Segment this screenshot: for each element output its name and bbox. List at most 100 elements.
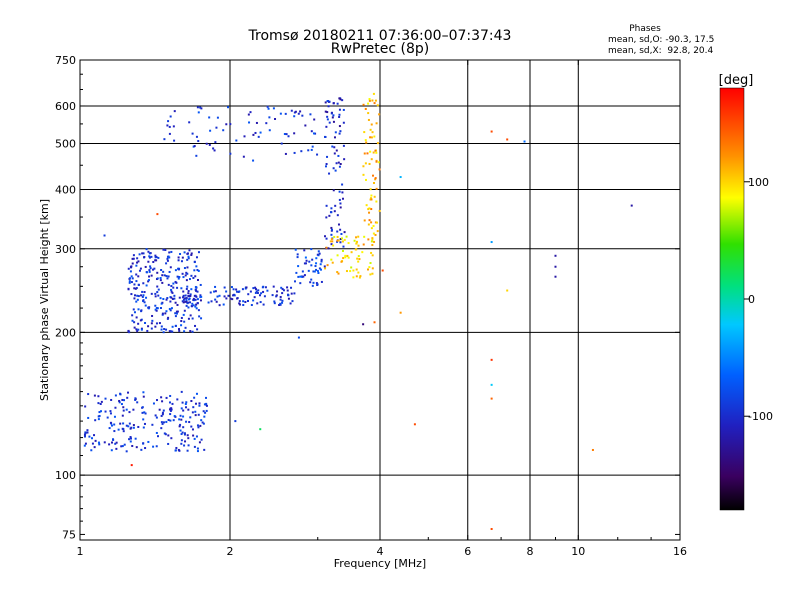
data-point xyxy=(344,254,347,257)
data-point xyxy=(523,140,526,143)
plot-area: 1 2 4 6 8 10 16 75 100 200 300 400 500 600 750 xyxy=(55,54,687,558)
data-point xyxy=(370,240,373,243)
data-point xyxy=(338,198,341,201)
data-point xyxy=(236,297,239,300)
data-point xyxy=(176,303,179,306)
data-point xyxy=(131,319,134,322)
data-point xyxy=(194,294,197,297)
data-point xyxy=(310,264,313,267)
data-point xyxy=(174,312,177,315)
data-point xyxy=(273,300,276,303)
data-point xyxy=(131,277,134,280)
data-point xyxy=(98,414,101,417)
data-point xyxy=(200,295,203,298)
data-point xyxy=(198,315,201,318)
data-point xyxy=(332,102,335,105)
data-point xyxy=(194,414,197,417)
data-point xyxy=(214,298,217,301)
data-point xyxy=(368,219,371,222)
data-point xyxy=(196,424,199,427)
data-point xyxy=(289,302,292,305)
data-point xyxy=(170,307,173,310)
data-point xyxy=(286,293,289,296)
data-point xyxy=(339,98,342,101)
data-point xyxy=(249,290,252,293)
data-point xyxy=(141,252,144,255)
data-point xyxy=(154,325,157,328)
data-point xyxy=(343,158,346,161)
data-point xyxy=(378,209,381,212)
data-point xyxy=(108,443,111,446)
data-point xyxy=(336,271,339,274)
data-point xyxy=(215,126,218,129)
data-point xyxy=(317,271,320,274)
data-point xyxy=(185,287,188,290)
data-point xyxy=(344,256,347,259)
data-point xyxy=(198,441,201,444)
data-point xyxy=(165,298,168,301)
data-point xyxy=(191,317,194,320)
data-point xyxy=(165,310,168,313)
data-point xyxy=(144,304,147,307)
data-point xyxy=(377,161,380,164)
data-point xyxy=(180,439,183,442)
data-point xyxy=(376,142,379,145)
data-point xyxy=(187,408,190,411)
data-point xyxy=(194,285,197,288)
data-point xyxy=(353,239,356,242)
data-point xyxy=(132,426,135,429)
data-point xyxy=(155,309,158,312)
data-point xyxy=(166,277,169,280)
data-point xyxy=(113,423,116,426)
data-point xyxy=(200,438,203,441)
data-point xyxy=(162,409,165,412)
data-point xyxy=(370,227,373,230)
data-point xyxy=(93,446,96,449)
data-point xyxy=(118,401,121,404)
data-point xyxy=(197,309,200,312)
data-point xyxy=(375,160,378,163)
data-point xyxy=(293,132,296,135)
data-point xyxy=(336,230,339,233)
data-point xyxy=(330,233,333,236)
data-point xyxy=(591,448,594,451)
data-point xyxy=(114,406,117,409)
data-point xyxy=(150,292,153,295)
data-point xyxy=(350,266,353,269)
data-point xyxy=(158,408,161,411)
data-point xyxy=(287,297,290,300)
data-point xyxy=(369,273,372,276)
data-point xyxy=(252,287,255,290)
data-point xyxy=(122,430,125,433)
data-point xyxy=(167,434,170,437)
data-point xyxy=(342,144,345,147)
data-point xyxy=(207,301,210,304)
data-point xyxy=(189,416,192,419)
data-point xyxy=(147,250,150,253)
data-point xyxy=(108,427,111,430)
data-point xyxy=(229,297,232,300)
data-point xyxy=(122,406,125,409)
data-point xyxy=(209,291,212,294)
data-point xyxy=(372,92,375,95)
data-point xyxy=(190,400,193,403)
data-point xyxy=(381,269,384,272)
data-point xyxy=(149,267,152,270)
data-point xyxy=(180,407,183,410)
y-tick-label: 750 xyxy=(55,54,76,67)
data-point xyxy=(490,130,493,133)
data-point xyxy=(330,238,333,241)
y-tick-label: 600 xyxy=(55,100,76,113)
data-point xyxy=(279,295,282,298)
data-point xyxy=(341,191,344,194)
data-point xyxy=(350,251,353,254)
data-point xyxy=(169,413,172,416)
data-point xyxy=(223,286,226,289)
data-point xyxy=(131,444,134,447)
data-point xyxy=(490,241,493,244)
data-point xyxy=(369,128,372,131)
data-point xyxy=(278,304,281,307)
data-point xyxy=(341,99,344,102)
data-point xyxy=(100,410,103,413)
data-point xyxy=(297,275,300,278)
